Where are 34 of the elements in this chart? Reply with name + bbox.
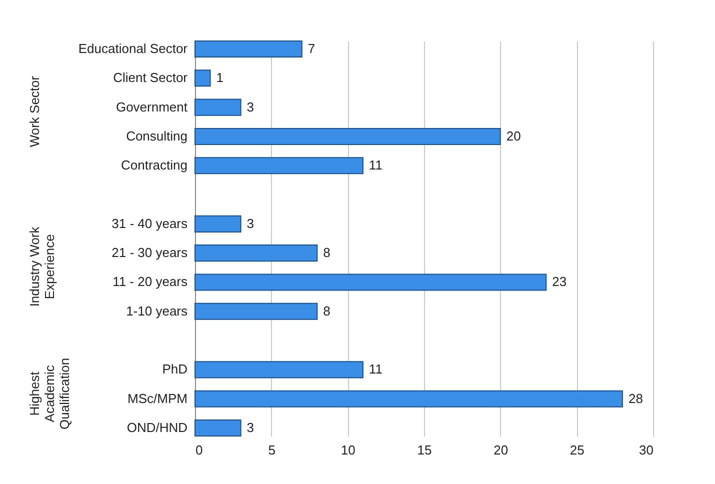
y-tick-label: Consulting <box>126 128 188 144</box>
data-label: 1 <box>216 70 224 86</box>
x-tick-label: 20 <box>494 442 508 458</box>
y-tick-label: OND/HND <box>126 420 188 435</box>
data-label: 3 <box>246 99 254 114</box>
x-tick-label: 15 <box>417 442 432 458</box>
data-label: 3 <box>246 420 254 435</box>
x-tick-label: 5 <box>268 442 276 458</box>
data-label: 28 <box>628 390 643 406</box>
text: Industry Work Experience <box>27 226 57 307</box>
x-tick-label: 10 <box>340 442 356 458</box>
text: Highest Academic Qualification <box>27 358 72 430</box>
y-tick-label: 21 - 30 years <box>112 245 188 260</box>
y-tick-label: 1-10 years <box>126 303 188 318</box>
y-tick-label: MSc/MPM <box>128 390 188 406</box>
data-label: 3 <box>246 216 254 231</box>
data-label: 20 <box>506 128 521 144</box>
y-tick-label: Client Sector <box>113 70 188 86</box>
data-label: 8 <box>323 303 330 318</box>
x-tick-label: 25 <box>570 442 584 458</box>
data-label: 23 <box>552 274 567 290</box>
y-tick-label: 31 - 40 years <box>112 216 188 231</box>
y-tick-label: Government <box>116 99 188 114</box>
data-label: 11 <box>368 362 382 377</box>
text: Work Sector <box>27 75 42 148</box>
x-tick-label: 0 <box>196 442 203 458</box>
x-tick-label: 30 <box>639 442 654 458</box>
y-tick-label: 11 - 20 years <box>112 274 188 290</box>
data-label: 8 <box>323 245 330 260</box>
data-label: 11 <box>368 158 382 173</box>
y-tick-label: Educational Sector <box>78 41 188 56</box>
data-label: 7 <box>308 41 316 56</box>
y-tick-label: Contracting <box>121 158 188 173</box>
y-tick-label: PhD <box>162 362 188 377</box>
